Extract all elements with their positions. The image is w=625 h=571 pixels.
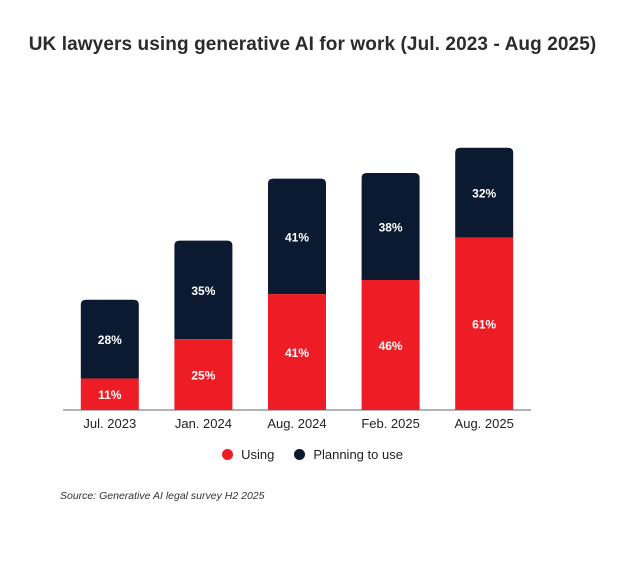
bar-planning-1 bbox=[174, 240, 233, 340]
legend: Using Planning to use bbox=[0, 447, 625, 462]
data-label-using-1: 25% bbox=[191, 368, 215, 382]
chart-title: UK lawyers using generative AI for work … bbox=[28, 34, 597, 55]
bar-planning-3 bbox=[361, 173, 420, 281]
x-tick-label-3: Feb. 2025 bbox=[361, 416, 420, 431]
x-tick-label-0: Jul. 2023 bbox=[83, 416, 136, 431]
x-tick-label-1: Jan. 2024 bbox=[175, 416, 232, 431]
bar-using-3 bbox=[361, 280, 420, 410]
x-tick-label-4: Aug. 2025 bbox=[455, 416, 514, 431]
data-label-planning-2: 41% bbox=[285, 230, 309, 244]
bar-planning-2 bbox=[268, 178, 326, 295]
legend-label-using: Using bbox=[241, 447, 275, 462]
data-label-using-3: 46% bbox=[379, 339, 403, 353]
bar-using-4 bbox=[455, 237, 514, 410]
data-label-using-2: 41% bbox=[285, 346, 309, 360]
legend-label-planning: Planning to use bbox=[313, 447, 403, 462]
bar-using-2 bbox=[268, 294, 326, 410]
bar-planning-0 bbox=[80, 299, 139, 379]
bar-planning-4 bbox=[455, 147, 514, 238]
legend-item-planning: Planning to use bbox=[294, 447, 403, 462]
legend-item-using: Using bbox=[222, 447, 274, 462]
data-label-planning-0: 28% bbox=[98, 333, 122, 347]
source-note: Source: Generative AI legal survey H2 20… bbox=[60, 490, 265, 502]
legend-swatch-using bbox=[222, 449, 234, 460]
legend-swatch-planning bbox=[294, 449, 306, 460]
bar-using-1 bbox=[174, 339, 233, 410]
data-label-planning-3: 38% bbox=[379, 221, 403, 235]
data-label-planning-1: 35% bbox=[191, 284, 215, 298]
data-label-using-0: 11% bbox=[98, 388, 122, 402]
bar-using-0 bbox=[80, 378, 139, 410]
x-tick-label-2: Aug. 2024 bbox=[267, 416, 326, 431]
data-label-using-4: 61% bbox=[472, 318, 496, 332]
data-label-planning-4: 32% bbox=[472, 187, 496, 201]
